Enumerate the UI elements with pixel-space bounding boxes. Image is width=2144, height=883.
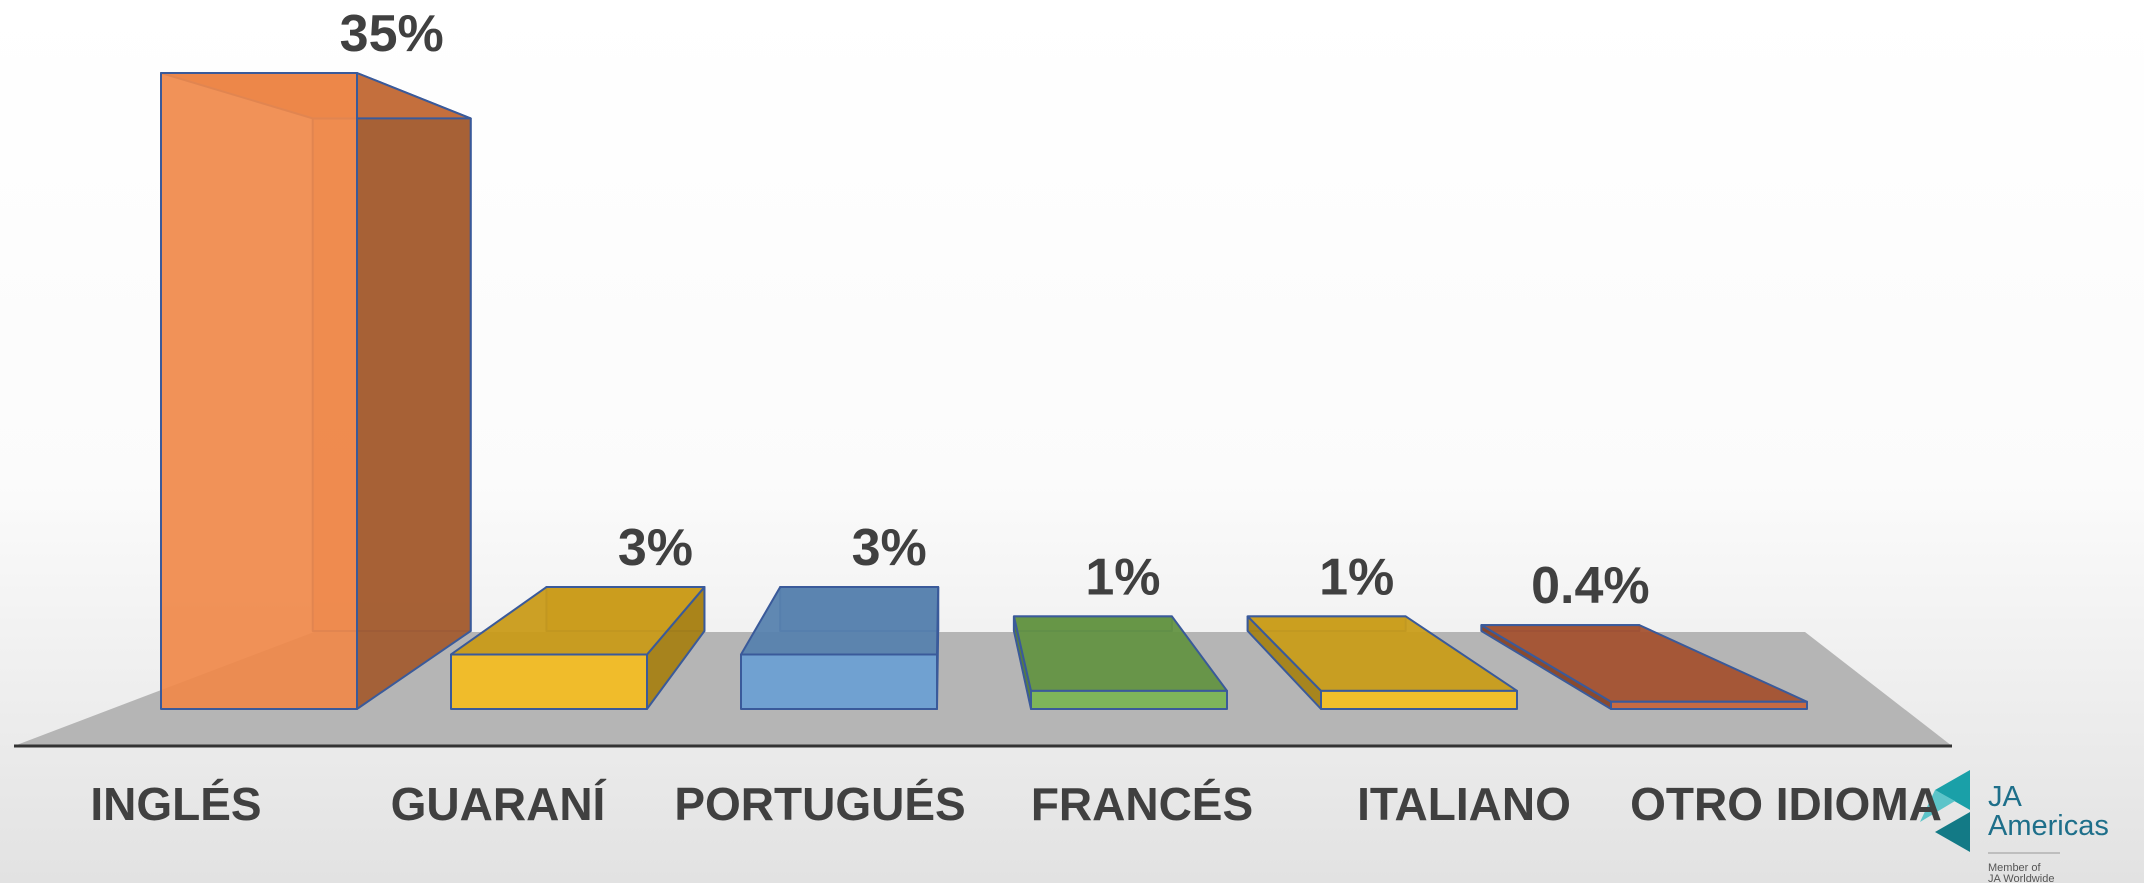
bars — [160, 72, 1808, 711]
bar-front — [1030, 689, 1228, 710]
bar-side — [356, 72, 472, 710]
bar — [1480, 624, 1808, 711]
x-tick-label: FRANCÉS — [1031, 778, 1253, 830]
bar-front — [160, 72, 358, 710]
bar-front — [740, 653, 938, 711]
bar — [450, 586, 706, 711]
value-label: 1% — [1085, 548, 1160, 606]
bar — [1012, 615, 1228, 710]
x-tick-label: PORTUGUÉS — [674, 778, 965, 830]
value-label: 3% — [852, 519, 927, 577]
logo: JA Americas Member of JA Worldwide — [1920, 770, 2109, 883]
logo-shape — [1935, 812, 1970, 852]
bar-front — [1320, 689, 1518, 710]
logo-shape — [1935, 770, 1970, 810]
value-label: 1% — [1319, 548, 1394, 606]
bar-front — [1610, 700, 1808, 711]
x-tick-label: ITALIANO — [1357, 778, 1571, 830]
logo-tagline: JA Worldwide — [1988, 873, 2054, 883]
bar — [160, 72, 472, 710]
value-label: 35% — [340, 5, 444, 63]
logo-tagline: Member of — [1988, 862, 2042, 874]
value-label: 3% — [618, 519, 693, 577]
bar — [740, 586, 940, 711]
bar — [1246, 615, 1518, 710]
x-tick-label: GUARANÍ — [391, 778, 607, 830]
logo-text: Americas — [1988, 810, 2109, 842]
x-tick-label: OTRO IDIOMA — [1630, 778, 1942, 830]
logo-text: JA — [1988, 781, 2023, 813]
value-label: 0.4% — [1531, 557, 1650, 615]
x-tick-label: INGLÉS — [90, 778, 261, 830]
bar-front — [450, 653, 648, 711]
logo-shape — [1920, 790, 1955, 822]
